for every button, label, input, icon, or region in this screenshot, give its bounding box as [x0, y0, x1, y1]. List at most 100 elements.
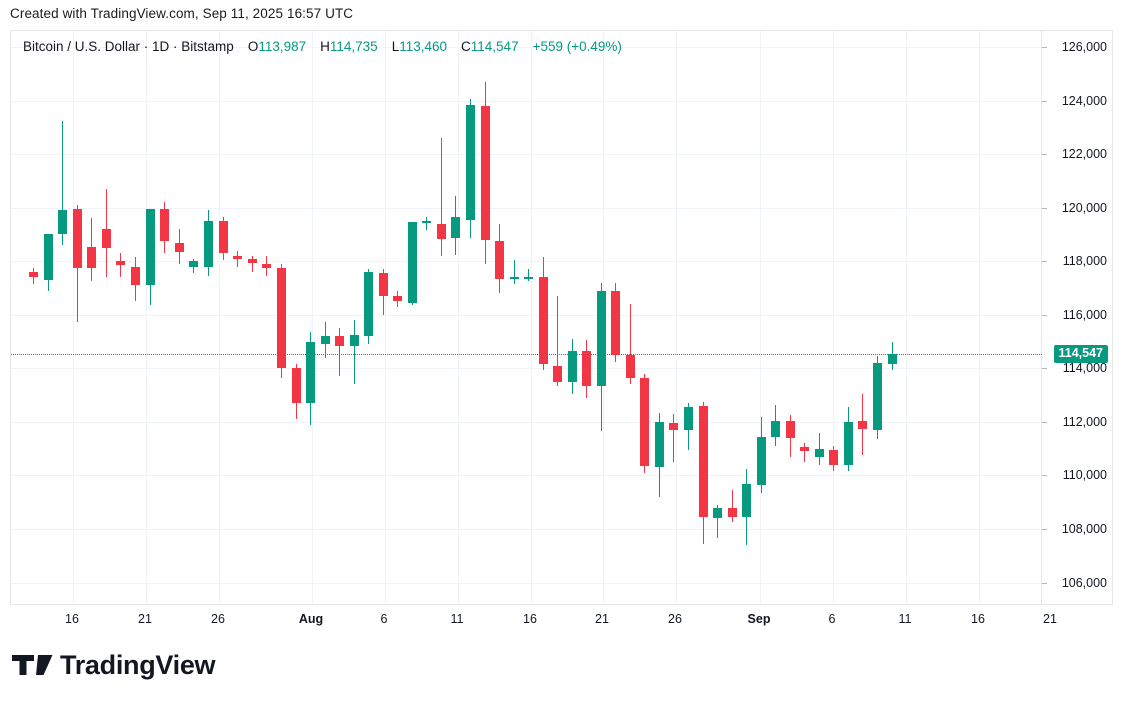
- time-axis-label: 11: [450, 612, 464, 626]
- time-axis-label: 11: [898, 612, 912, 626]
- horizontal-gridline: [11, 315, 1042, 316]
- time-axis-label: 21: [138, 612, 152, 626]
- candlestick-body: [757, 436, 766, 485]
- horizontal-gridline: [11, 529, 1042, 530]
- price-axis-label: 118,000: [1062, 254, 1107, 268]
- vertical-gridline: [979, 31, 980, 604]
- legend-symbol: Bitcoin / U.S. Dollar · 1D · Bitstamp: [23, 39, 234, 54]
- candlestick-body: [451, 217, 460, 239]
- horizontal-gridline: [11, 208, 1042, 209]
- price-axis-label: 116,000: [1062, 308, 1107, 322]
- horizontal-gridline: [11, 47, 1042, 48]
- candlestick-wick: [717, 504, 718, 539]
- legend-open-value: 113,987: [258, 39, 307, 54]
- horizontal-gridline: [11, 583, 1042, 584]
- time-axis-label: 21: [595, 612, 609, 626]
- vertical-gridline: [385, 31, 386, 604]
- candlestick-body: [800, 447, 809, 452]
- legend-low-value: 113,460: [399, 39, 448, 54]
- price-tick: [1042, 208, 1047, 209]
- candlestick-body: [189, 261, 198, 267]
- candlestick-body: [844, 421, 853, 465]
- candlestick-body: [146, 209, 155, 286]
- candlestick-body: [858, 420, 867, 429]
- candlestick-body: [262, 263, 271, 268]
- candlestick-body: [292, 368, 301, 404]
- candlestick-body: [437, 223, 446, 239]
- time-axis-label: 16: [65, 612, 79, 626]
- candlestick-wick: [237, 250, 238, 267]
- vertical-gridline: [676, 31, 677, 604]
- candlestick-body: [321, 336, 330, 345]
- price-tick: [1042, 154, 1047, 155]
- vertical-gridline: [312, 31, 313, 604]
- candlestick-body: [481, 105, 490, 240]
- price-tick: [1042, 47, 1047, 48]
- vertical-gridline: [219, 31, 220, 604]
- candlestick-body: [728, 507, 737, 517]
- time-axis-label: 21: [1043, 612, 1057, 626]
- candlestick-wick: [354, 320, 355, 385]
- price-axis-label: 124,000: [1061, 94, 1107, 108]
- price-tick: [1042, 368, 1047, 369]
- horizontal-gridline: [11, 475, 1042, 476]
- candlestick-body: [626, 354, 635, 378]
- vertical-gridline: [833, 31, 834, 604]
- time-axis-label: 16: [971, 612, 985, 626]
- credit-line: Created with TradingView.com, Sep 11, 20…: [10, 6, 354, 21]
- candlestick-body: [160, 209, 169, 242]
- candlestick-body: [408, 222, 417, 303]
- time-axis-label: 16: [523, 612, 537, 626]
- candlestick-body: [466, 104, 475, 220]
- candlestick-body: [524, 277, 533, 279]
- candlestick-body: [495, 241, 504, 279]
- candlestick-body: [102, 229, 111, 248]
- time-axis-label: Aug: [298, 612, 324, 626]
- legend-high-key: H: [320, 39, 330, 54]
- vertical-gridline: [146, 31, 147, 604]
- candlestick-wick: [339, 328, 340, 377]
- candlestick-body: [248, 258, 257, 263]
- candlestick-wick: [441, 138, 442, 256]
- legend-high-value: 114,735: [329, 39, 378, 54]
- candlestick-wick: [557, 296, 558, 386]
- candlestick-body: [219, 221, 228, 254]
- candlestick-body: [29, 271, 38, 278]
- time-scale[interactable]: 16 21 26 Aug 6 11 16 21 26 Sep 6 11 16 21: [10, 605, 1113, 635]
- candlestick-wick: [120, 253, 121, 278]
- candlestick-body: [422, 221, 431, 223]
- candlestick-body: [393, 296, 402, 302]
- last-price-badge[interactable]: 114,547: [1053, 344, 1108, 363]
- price-axis-label: 122,000: [1061, 147, 1107, 161]
- candlestick-body: [87, 246, 96, 268]
- candlestick-body: [364, 271, 373, 337]
- time-axis-label: 6: [828, 612, 836, 626]
- candlestick-body: [699, 405, 708, 517]
- price-axis-label: 112,000: [1062, 415, 1107, 429]
- candlestick-body: [684, 407, 693, 430]
- candlestick-body: [175, 242, 184, 252]
- legend-close-value: 114,547: [470, 39, 519, 54]
- legend-open-key: O: [247, 39, 259, 54]
- candlestick-body: [640, 377, 649, 467]
- candlestick-wick: [426, 217, 427, 231]
- candlestick-wick: [62, 120, 63, 246]
- candlestick-body: [611, 290, 620, 355]
- candlestick-body: [58, 210, 67, 235]
- candlestick-wick: [514, 259, 515, 285]
- candlestick-body: [713, 507, 722, 519]
- candlestick-body: [350, 334, 359, 346]
- candlestick-wick: [673, 413, 674, 463]
- horizontal-gridline: [11, 261, 1042, 262]
- price-axis-label: 120,000: [1061, 201, 1107, 215]
- candlestick-wick: [804, 443, 805, 463]
- chart-frame: Bitcoin / U.S. Dollar · 1D · Bitstamp O11…: [10, 30, 1113, 605]
- price-axis-label: 106,000: [1061, 576, 1107, 590]
- vertical-gridline: [458, 31, 459, 604]
- candlestick-body: [829, 450, 838, 465]
- chart-plot-area[interactable]: [11, 31, 1042, 604]
- price-scale[interactable]: 126,000 124,000 122,000 120,000 118,000 116,0…: [1041, 31, 1112, 604]
- candlestick-body: [73, 209, 82, 268]
- price-tick: [1042, 529, 1047, 530]
- candlestick-body: [669, 423, 678, 430]
